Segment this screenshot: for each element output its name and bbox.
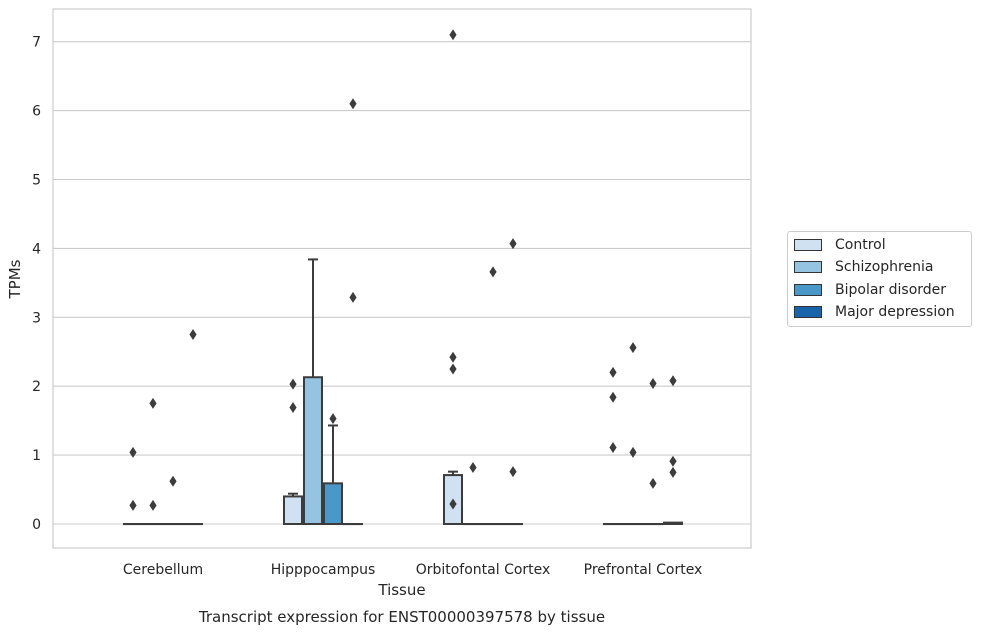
chart-title: Transcript expression for ENST0000039757… (198, 608, 605, 626)
y-tick-label-3: 3 (32, 310, 41, 326)
x-tick-labels: Cerebellum Hipppocampus Orbitofontal Corte… (123, 562, 702, 578)
x-tick-label-prefrontal-cortex: Prefrontal Cortex (584, 562, 703, 578)
y-axis-label: TPMs (6, 259, 24, 299)
bar-hipppocampus-schizophrenia (304, 377, 322, 524)
x-axis-label: Tissue (377, 581, 425, 599)
y-tick-label-4: 4 (32, 241, 41, 257)
legend-swatch-control (794, 239, 822, 251)
legend-label-control: Control (835, 237, 886, 253)
legend-item-major-depression: Major depression (794, 302, 955, 322)
x-tick-label-hipppocampus: Hipppocampus (271, 562, 376, 578)
x-tick-label-cerebellum: Cerebellum (123, 562, 203, 578)
y-tick-labels: 0 1 2 3 4 5 6 7 (32, 35, 41, 533)
legend-item-bipolar-disorder: Bipolar disorder (794, 280, 946, 300)
y-tick-label-1: 1 (32, 448, 41, 464)
bar-prefrontal-cortex-major-depression (664, 523, 682, 524)
legend-label-major-depression: Major depression (835, 304, 955, 320)
legend-label-schizophrenia: Schizophrenia (835, 259, 933, 275)
y-tick-label-6: 6 (32, 104, 41, 120)
y-tick-label-5: 5 (32, 173, 41, 189)
legend-item-schizophrenia: Schizophrenia (794, 257, 933, 277)
bar-hipppocampus-control (284, 496, 302, 524)
x-tick-label-orbitofontal-cortex: Orbitofontal Cortex (416, 562, 551, 578)
bar-hipppocampus-bipolar-disorder (324, 483, 342, 524)
y-tick-label-7: 7 (32, 35, 41, 51)
legend: Control Schizophrenia Bipolar disorder M… (787, 231, 972, 327)
y-tick-label-0: 0 (32, 517, 41, 533)
legend-swatch-major-depression (794, 306, 822, 318)
legend-item-control: Control (794, 235, 886, 255)
legend-swatch-bipolar-disorder (794, 284, 822, 296)
legend-swatch-schizophrenia (794, 261, 822, 273)
y-tick-label-2: 2 (32, 379, 41, 395)
plot-area (53, 9, 751, 548)
legend-label-bipolar-disorder: Bipolar disorder (835, 282, 946, 298)
